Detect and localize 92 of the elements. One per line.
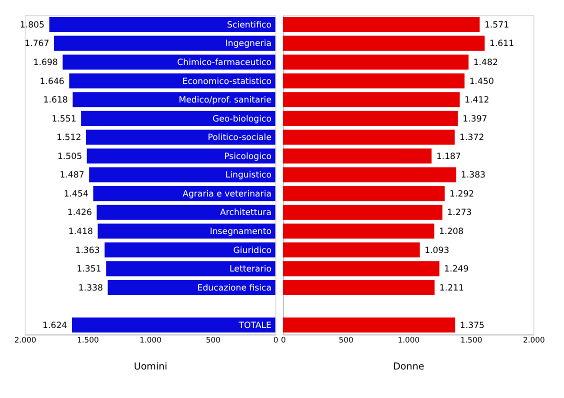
bar [89, 167, 276, 182]
y-tick-label: Chimico-farmaceutico [177, 58, 272, 68]
y-tick-label: Economico-statistico [182, 76, 272, 87]
bar [282, 242, 420, 258]
data-label: 1.505 [57, 152, 82, 162]
data-label: 1.454 [64, 189, 88, 200]
data-label: 1.482 [473, 58, 498, 68]
bar [108, 280, 276, 295]
bar [282, 261, 440, 276]
bar [282, 130, 455, 145]
data-label: 1.338 [78, 283, 103, 294]
x-tick-label: 0 [273, 336, 278, 345]
data-label: 1.618 [43, 96, 68, 106]
y-tick-label: Psicologico [224, 152, 272, 162]
bar [54, 36, 276, 51]
data-label: 1.208 [439, 227, 464, 238]
data-label: 1.093 [424, 246, 450, 256]
bar [69, 73, 276, 88]
y-tick-label: Medico/prof. sanitarie [178, 96, 272, 106]
data-label: 1.351 [76, 264, 102, 275]
y-tick-label: Architettura [220, 208, 272, 218]
data-label: 1.273 [447, 208, 472, 218]
data-label: 1.698 [33, 58, 58, 68]
data-label: 1.450 [469, 76, 494, 87]
y-tick-label: Ingegneria [225, 39, 272, 50]
bar [282, 224, 434, 239]
bar [282, 148, 432, 164]
bar [282, 54, 469, 70]
data-label: 1.187 [436, 152, 461, 162]
data-label: 1.571 [484, 20, 510, 30]
data-label: 1.551 [52, 114, 76, 124]
bar [282, 167, 456, 182]
bar [86, 148, 276, 164]
bar [98, 224, 276, 239]
bar [106, 261, 276, 276]
y-tick-label: Agraria e veterinaria [182, 189, 272, 200]
data-label: 1.418 [68, 227, 93, 238]
x-tick-label: 2.000 [522, 336, 545, 345]
data-label: 1.372 [460, 133, 484, 144]
bar [282, 73, 465, 88]
data-label: 1.624 [42, 320, 68, 331]
bar [86, 130, 276, 145]
data-label: 1.426 [67, 208, 92, 218]
bar [62, 54, 276, 70]
data-label: 1.646 [40, 76, 64, 87]
data-label: 1.487 [60, 170, 84, 181]
data-label: 1.397 [462, 114, 488, 124]
bar [282, 186, 445, 202]
bar [49, 17, 276, 32]
bar [282, 36, 485, 51]
x-axis-title: Donne [393, 361, 424, 372]
y-tick-label: Educazione fisica [197, 283, 272, 294]
x-tick-label: 500 [206, 336, 221, 345]
x-tick-label: 0 [281, 336, 286, 345]
bar [104, 242, 276, 258]
bar [282, 110, 458, 126]
bar [72, 318, 276, 333]
data-label: 1.805 [20, 20, 44, 30]
y-tick-label: Giuridico [233, 246, 272, 256]
y-tick-label: Linguistico [225, 170, 272, 181]
data-label: 1.249 [444, 264, 469, 275]
x-tick-label: 1.500 [460, 336, 482, 345]
data-label: 1.292 [450, 189, 474, 200]
bar [282, 17, 480, 32]
y-tick-label: Letterario [230, 264, 272, 275]
data-label: 1.611 [489, 39, 514, 50]
bar [282, 280, 435, 295]
data-label: 1.767 [24, 39, 50, 50]
y-tick-label: Politico-sociale [208, 133, 272, 144]
bar [282, 318, 456, 333]
y-tick-label: Insegnamento [210, 227, 272, 238]
y-tick-label: Scientifico [227, 20, 272, 30]
bar [282, 204, 442, 220]
data-label: 1.211 [439, 283, 464, 294]
bar [96, 204, 276, 220]
data-label: 1.375 [460, 320, 485, 331]
x-tick-label: 500 [338, 336, 354, 345]
bar [282, 92, 460, 108]
y-tick-label: TOTALE [238, 320, 272, 331]
x-tick-label: 1.500 [77, 336, 99, 345]
data-label: 1.512 [56, 133, 82, 144]
x-tick-label: 1.000 [398, 336, 420, 345]
data-label: 1.383 [460, 170, 486, 181]
bar [93, 186, 276, 202]
bar [72, 92, 276, 108]
x-axis-title: Uomini [134, 361, 168, 372]
data-label: 1.412 [464, 96, 490, 106]
bar [81, 110, 276, 126]
x-tick-label: 1.000 [140, 336, 162, 345]
data-label: 1.363 [75, 246, 100, 256]
y-tick-label: Geo-biologico [212, 114, 272, 124]
x-tick-label: 2.000 [14, 336, 36, 345]
